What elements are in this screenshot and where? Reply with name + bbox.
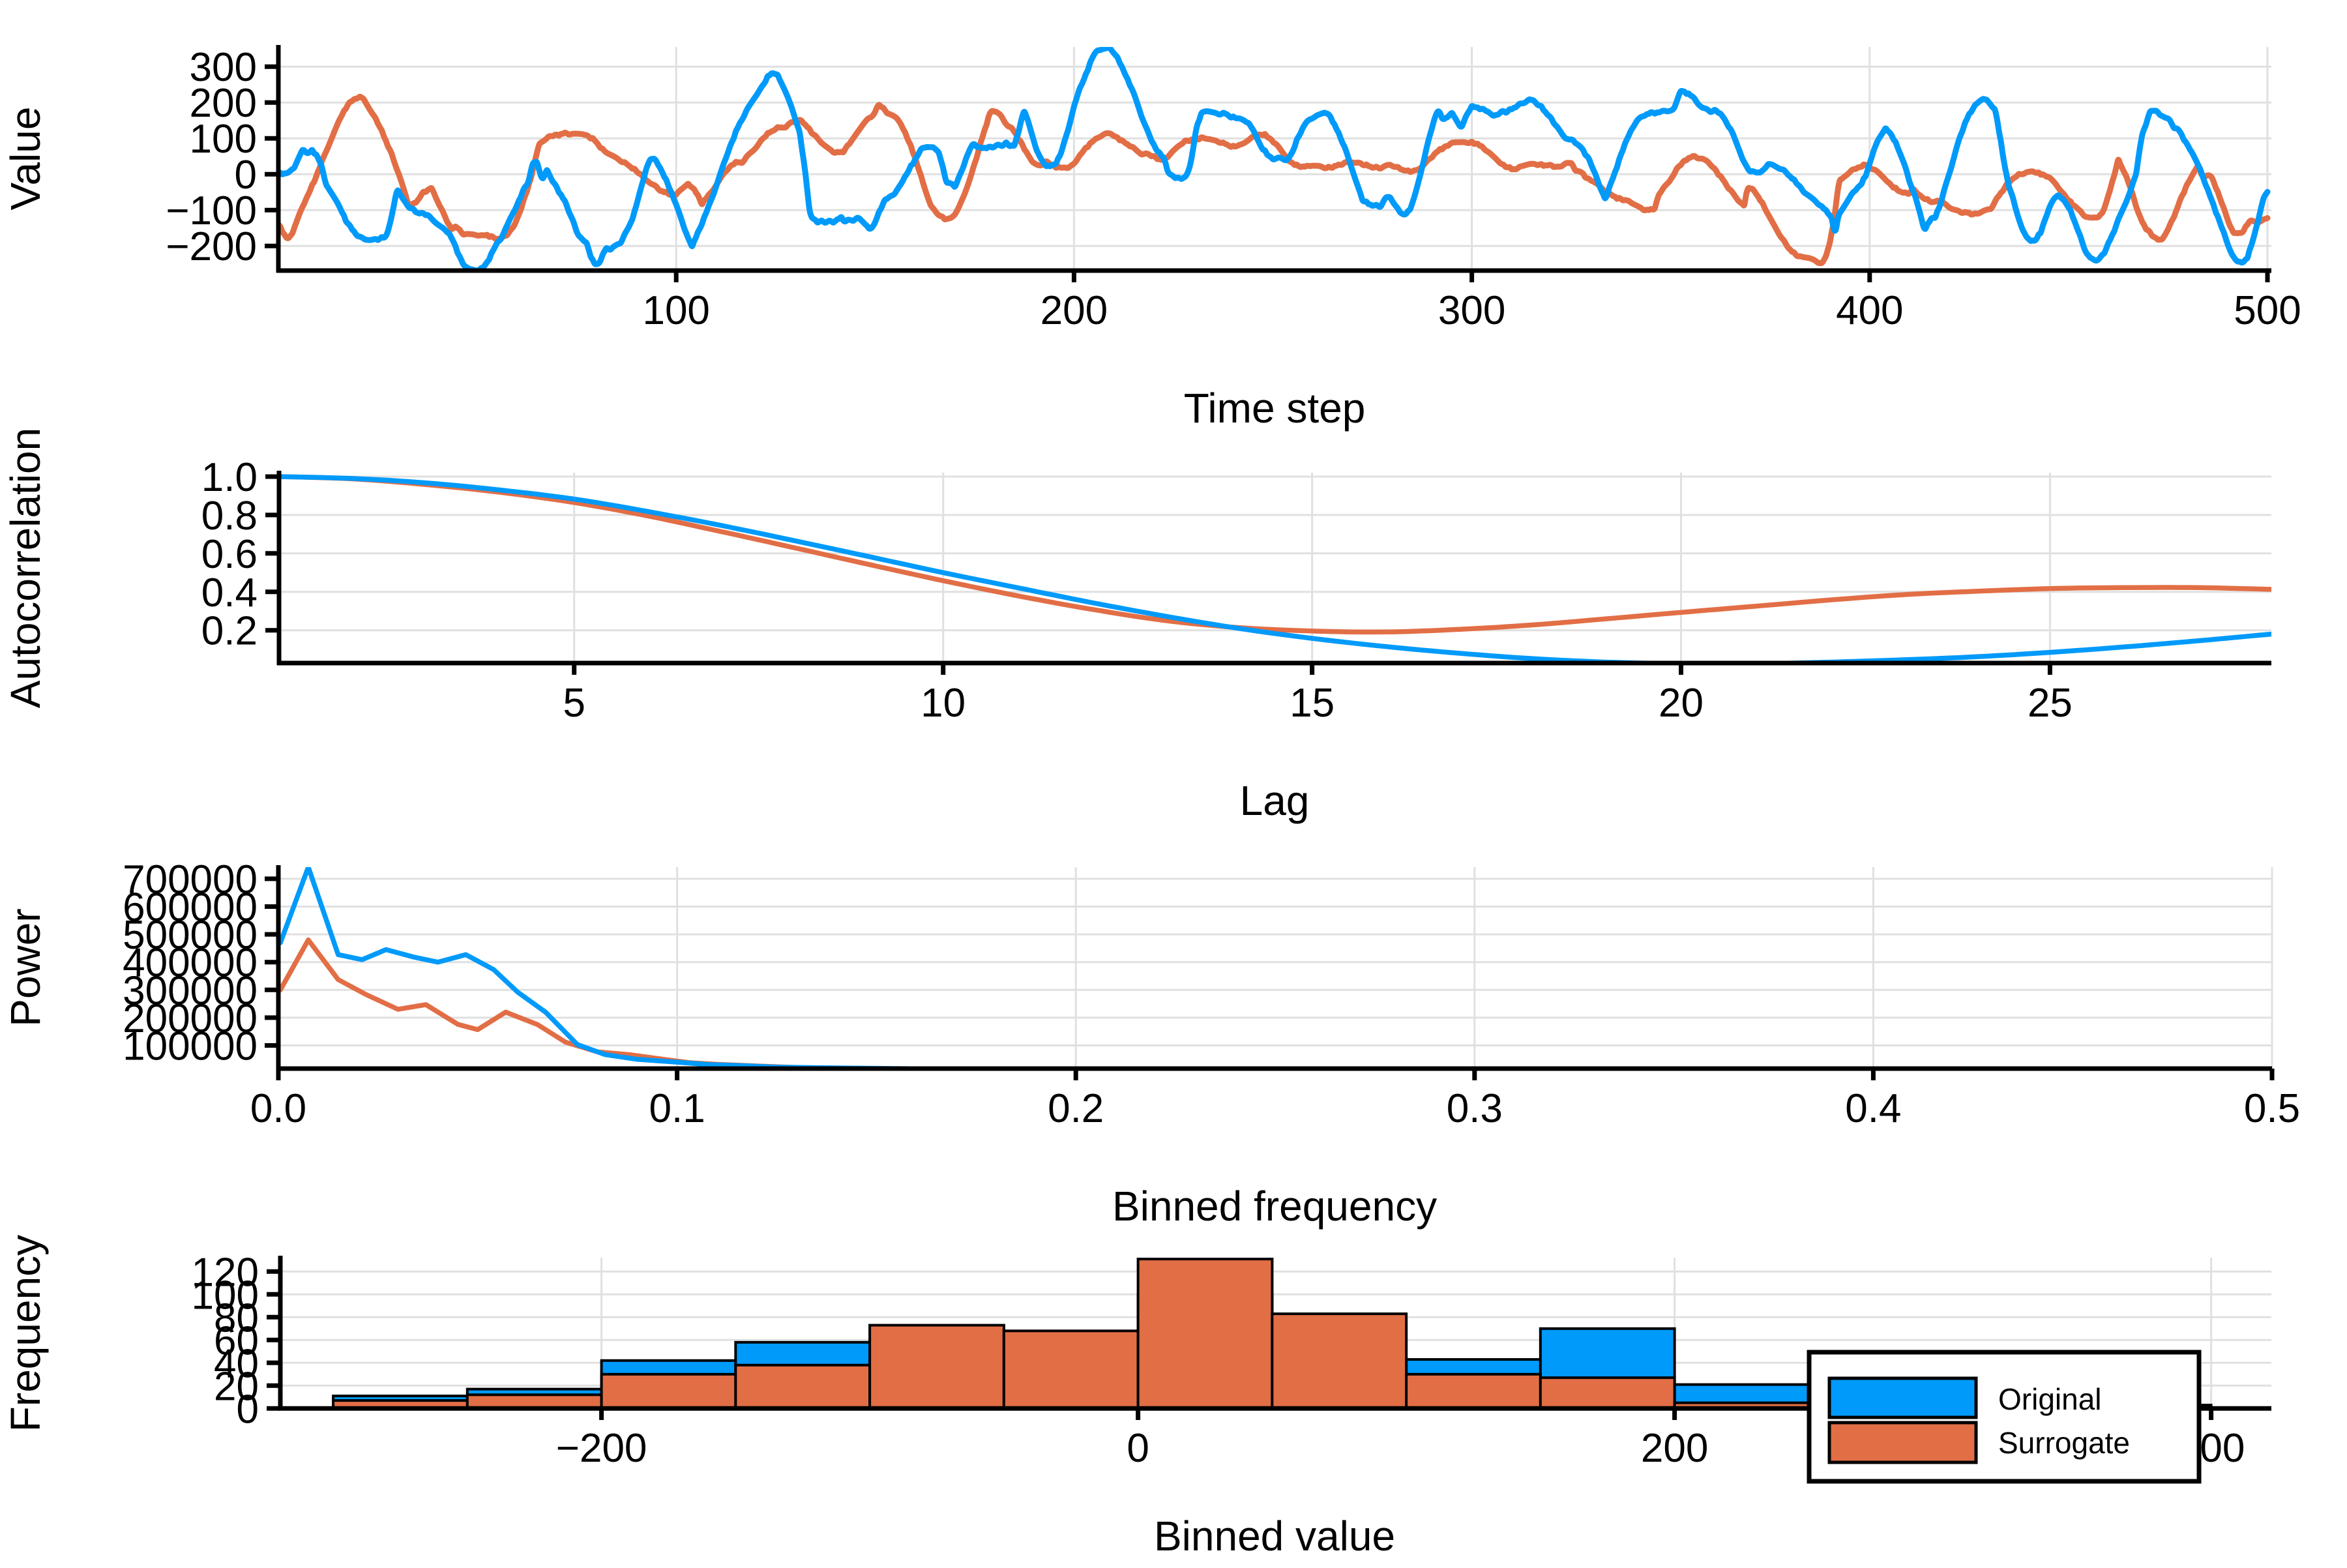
svg-text:5: 5 — [563, 681, 585, 726]
svg-text:0.5: 0.5 — [2244, 1086, 2300, 1131]
svg-text:0.8: 0.8 — [201, 494, 258, 539]
svg-text:Frequency: Frequency — [2, 1235, 49, 1432]
svg-text:Lag: Lag — [1240, 777, 1310, 824]
svg-text:1.0: 1.0 — [201, 455, 258, 500]
svg-text:200: 200 — [190, 81, 257, 126]
svg-text:−200: −200 — [166, 224, 257, 269]
svg-text:15: 15 — [1290, 681, 1335, 726]
svg-text:0.2: 0.2 — [1048, 1086, 1104, 1131]
svg-text:0.3: 0.3 — [1447, 1086, 1503, 1131]
svg-text:300: 300 — [1438, 288, 1505, 333]
svg-text:Original: Original — [1998, 1382, 2102, 1416]
svg-text:600000: 600000 — [123, 885, 258, 930]
svg-text:Value: Value — [2, 107, 49, 211]
svg-text:Autocorrelation: Autocorrelation — [2, 428, 49, 708]
svg-text:0: 0 — [237, 1387, 259, 1432]
svg-text:100: 100 — [190, 117, 257, 162]
svg-text:25: 25 — [2028, 681, 2073, 726]
svg-text:500000: 500000 — [123, 913, 258, 958]
svg-text:300000: 300000 — [123, 968, 258, 1013]
svg-text:Binned value: Binned value — [1154, 1513, 1395, 1560]
svg-text:100: 100 — [642, 288, 709, 333]
svg-text:700000: 700000 — [123, 857, 258, 902]
svg-text:20: 20 — [1659, 681, 1704, 726]
svg-text:0.2: 0.2 — [201, 609, 258, 654]
svg-text:0.1: 0.1 — [649, 1086, 705, 1131]
svg-text:0: 0 — [235, 153, 257, 198]
svg-text:200: 200 — [1641, 1426, 1708, 1471]
svg-text:0.6: 0.6 — [201, 532, 258, 577]
svg-text:0.4: 0.4 — [201, 570, 258, 615]
svg-text:0.0: 0.0 — [250, 1086, 306, 1131]
svg-text:200: 200 — [1041, 288, 1108, 333]
svg-text:Power: Power — [2, 908, 49, 1026]
svg-text:80: 80 — [214, 1295, 259, 1340]
svg-text:400000: 400000 — [123, 941, 258, 986]
svg-text:−200: −200 — [556, 1426, 647, 1471]
svg-text:500: 500 — [2234, 288, 2301, 333]
svg-text:−100: −100 — [166, 188, 257, 233]
svg-text:200000: 200000 — [123, 996, 258, 1041]
svg-text:120: 120 — [192, 1250, 259, 1295]
svg-text:0.4: 0.4 — [1845, 1086, 1901, 1131]
svg-text:40: 40 — [214, 1341, 259, 1386]
svg-text:0: 0 — [1127, 1426, 1149, 1471]
svg-text:Binned frequency: Binned frequency — [1112, 1183, 1437, 1230]
svg-text:100: 100 — [192, 1273, 259, 1318]
svg-text:300: 300 — [190, 45, 257, 90]
svg-text:Time step: Time step — [1184, 385, 1366, 432]
svg-text:10: 10 — [921, 681, 966, 726]
svg-text:100000: 100000 — [123, 1024, 258, 1069]
svg-text:60: 60 — [214, 1318, 259, 1363]
svg-text:20: 20 — [214, 1364, 259, 1409]
svg-text:Surrogate: Surrogate — [1998, 1426, 2130, 1460]
svg-text:400: 400 — [1836, 288, 1903, 333]
